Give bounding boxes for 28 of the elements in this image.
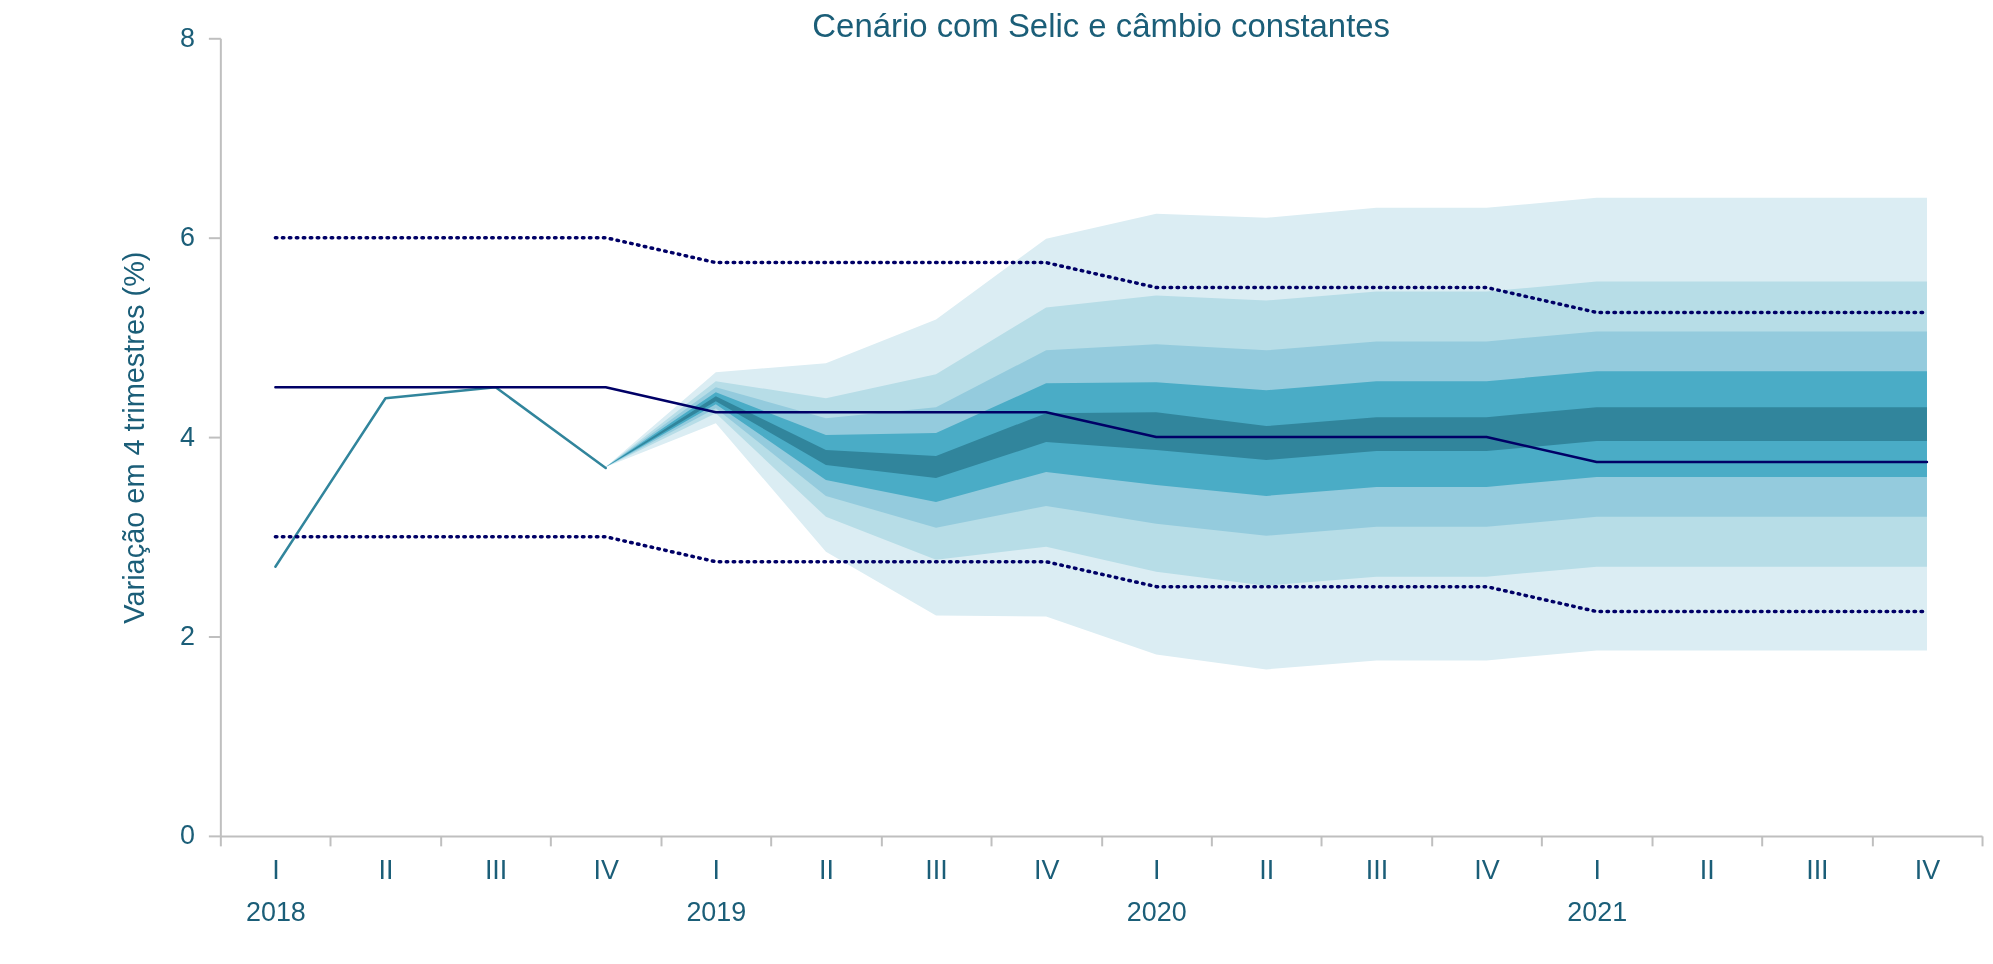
x-tick-label: III bbox=[925, 855, 948, 886]
x-tick-label: IV bbox=[1033, 855, 1060, 886]
y-tick-label: 0 bbox=[179, 820, 195, 851]
x-tick-label: II bbox=[378, 855, 394, 886]
y-tick-label: 2 bbox=[179, 620, 195, 651]
text: 2019 bbox=[686, 897, 747, 928]
x-tick-label: IV bbox=[1474, 855, 1500, 886]
chart-title: Cenário com Selic e câmbio constantes bbox=[812, 7, 1391, 45]
x-tick-label: III bbox=[484, 855, 508, 886]
x-tick-label: I bbox=[1152, 855, 1161, 886]
x-tick-label: I bbox=[712, 855, 721, 886]
y-tick-label: 8 bbox=[179, 22, 195, 53]
x-tick-label: III bbox=[1806, 855, 1829, 886]
x-tick-label: I bbox=[1593, 855, 1601, 886]
x-tick-label: II bbox=[818, 855, 834, 886]
text: 2021 bbox=[1567, 897, 1628, 928]
x-tick-label: I bbox=[272, 855, 280, 886]
text: 2018 bbox=[245, 897, 306, 928]
x-tick-label: II bbox=[1699, 855, 1715, 886]
x-tick-label: IV bbox=[593, 855, 619, 886]
x-tick-label: II bbox=[1259, 855, 1275, 886]
y-tick-label: 4 bbox=[179, 421, 195, 452]
line-series bbox=[274, 385, 1929, 464]
x-tick-label: III bbox=[1365, 855, 1389, 886]
text: 2020 bbox=[1126, 897, 1187, 928]
y-axis-title: Variação em 4 trimestres (%) bbox=[118, 251, 151, 624]
x-tick-label: IV bbox=[1914, 855, 1941, 886]
y-tick-label: 6 bbox=[179, 222, 195, 253]
